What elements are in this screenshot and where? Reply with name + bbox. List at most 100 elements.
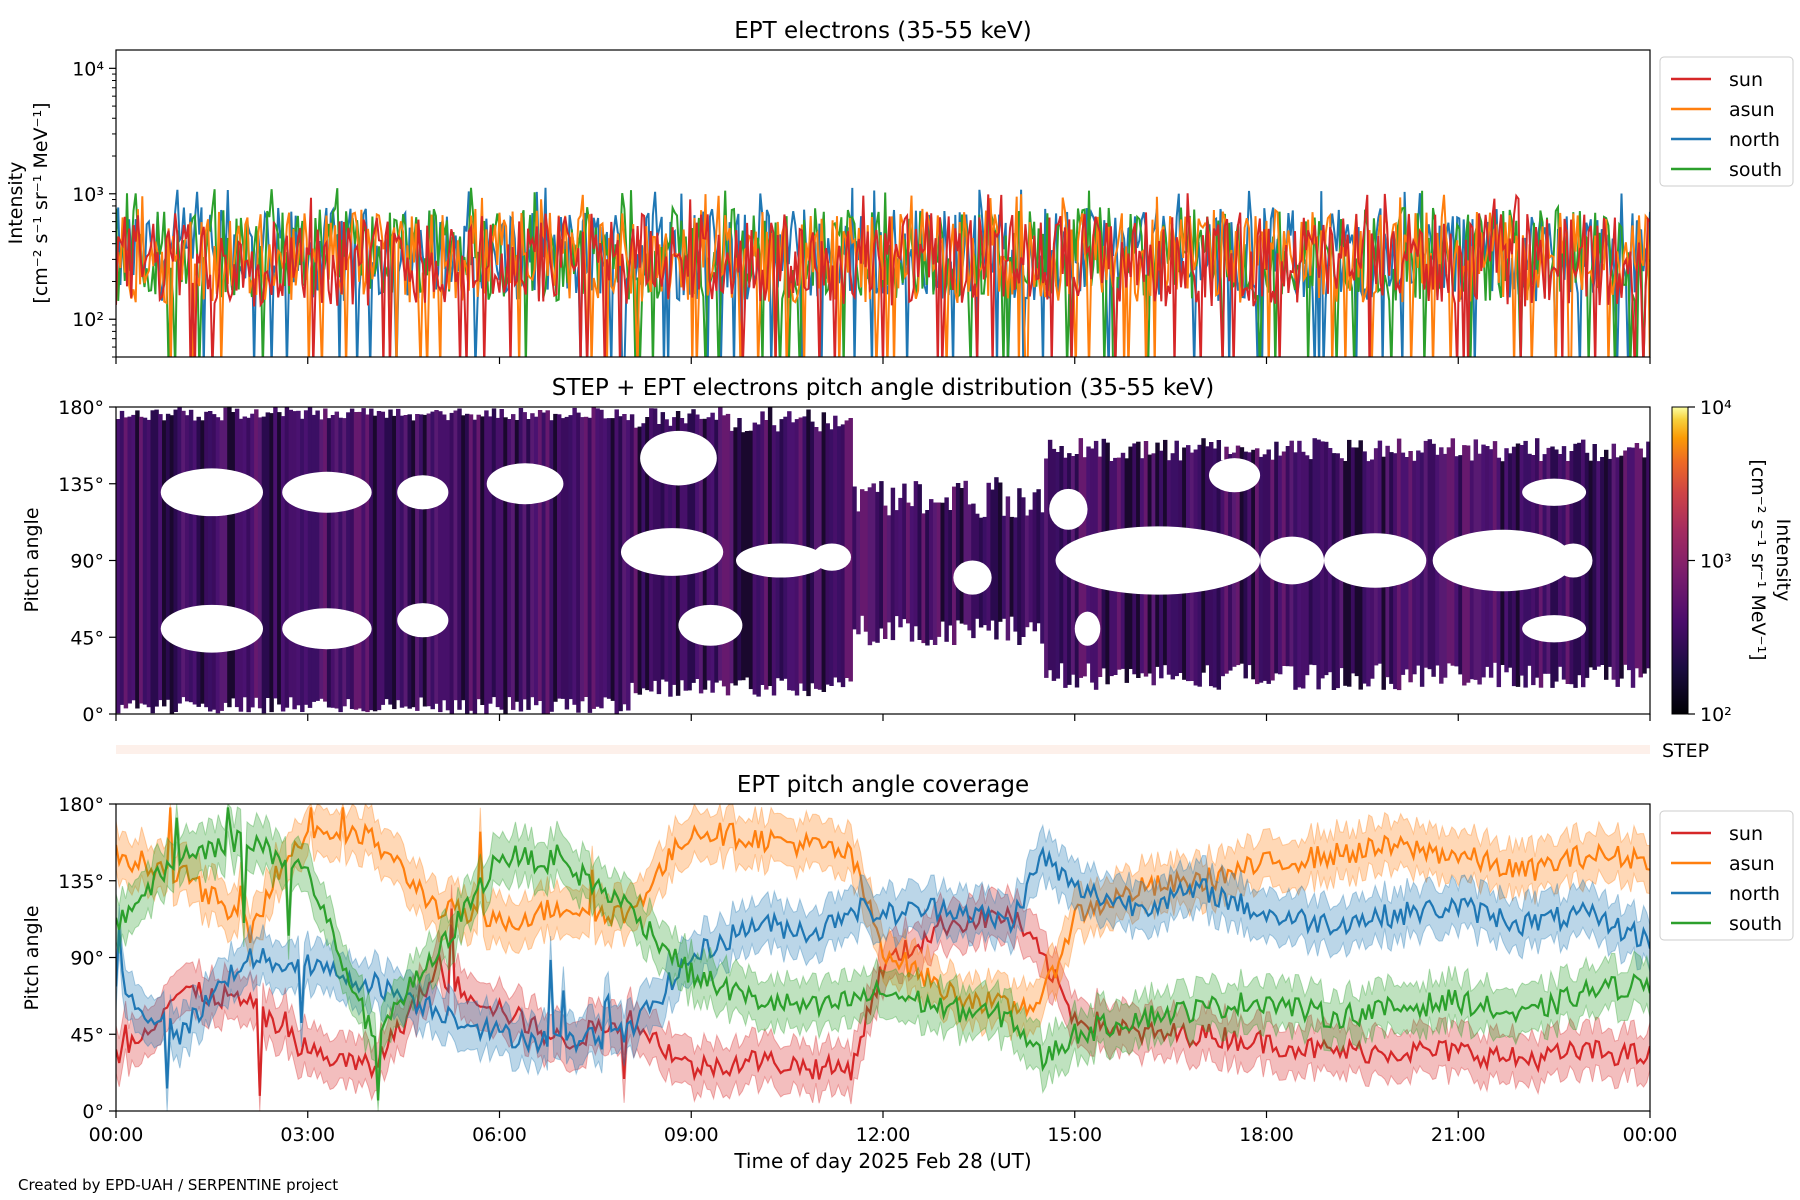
heatmap-column — [392, 415, 397, 710]
heatmap-column — [227, 407, 232, 708]
heatmap-gap — [678, 604, 743, 646]
step-label: STEP — [1662, 740, 1709, 762]
heatmap-column — [1051, 448, 1057, 681]
heatmap-column — [399, 415, 405, 708]
heatmap-column — [1040, 512, 1045, 644]
colorbar-ticks: 10² 10³ 10⁴ — [1688, 397, 1732, 726]
heatmap-column — [718, 407, 723, 681]
pitch-tick-label: 45° — [70, 627, 104, 649]
heatmap-column — [419, 414, 424, 698]
heatmap-column — [353, 412, 359, 710]
heatmap-column — [403, 415, 409, 707]
heatmap-column — [223, 407, 228, 703]
heatmap-column — [476, 414, 481, 700]
heatmap-column — [603, 418, 608, 698]
heatmap-column — [1600, 457, 1605, 665]
heatmap-column — [288, 409, 294, 698]
heatmap-column — [150, 410, 155, 714]
heatmap-column — [139, 416, 144, 704]
panel2-heatmap — [116, 407, 1650, 714]
heatmap-column — [407, 414, 412, 709]
heatmap-column — [315, 410, 320, 701]
heatmap-column — [1615, 457, 1620, 687]
heatmap-column — [606, 418, 612, 699]
heatmap-gap — [1074, 611, 1101, 646]
heatmap-column — [902, 483, 907, 620]
heatmap-column — [595, 408, 600, 707]
step-bar — [116, 745, 1650, 754]
heatmap-column — [733, 427, 738, 686]
heatmap-column — [154, 409, 159, 707]
heatmap-column — [1630, 447, 1636, 688]
heatmap-column — [307, 407, 313, 708]
heatmap-column — [330, 415, 336, 708]
heatmap-column — [461, 415, 466, 701]
heatmap-column — [921, 513, 926, 644]
legend-box — [1659, 810, 1794, 941]
heatmap-column — [576, 412, 581, 713]
panel3-band-sun — [116, 882, 1650, 1111]
heatmap-column — [890, 487, 896, 641]
panel3-band-south — [116, 804, 1650, 1111]
heatmap-column — [219, 420, 224, 711]
heatmap-column — [1611, 443, 1617, 680]
heatmap-column — [963, 480, 968, 625]
colorbar-label-line2: [cm⁻² s⁻¹ sr⁻¹ MeV⁻¹] — [1747, 459, 1769, 660]
panel1-ytick-label: 10³ — [72, 184, 104, 206]
heatmap-column — [1634, 443, 1640, 669]
heatmap-column — [200, 420, 205, 704]
heatmap-column — [587, 417, 593, 713]
heatmap-column — [856, 511, 861, 635]
heatmap-column — [346, 412, 351, 700]
heatmap-column — [380, 411, 386, 705]
heatmap-column — [848, 418, 853, 682]
heatmap-column — [503, 417, 508, 714]
heatmap-column — [522, 412, 527, 700]
heatmap-column — [998, 482, 1003, 622]
heatmap-column — [867, 487, 873, 646]
heatmap-gap — [1432, 529, 1574, 592]
heatmap-column — [234, 408, 240, 708]
heatmap-column — [1427, 439, 1433, 670]
heatmap-column — [860, 489, 865, 616]
heatmap-column — [1623, 450, 1628, 665]
heatmap-column — [495, 417, 501, 708]
heatmap-column — [929, 499, 934, 640]
heatmap-column — [384, 417, 389, 700]
heatmap-column — [557, 414, 562, 699]
heatmap-column — [188, 409, 194, 703]
heatmap-column — [514, 420, 520, 702]
pitch-tick-label: 180° — [58, 397, 104, 419]
heatmap-column — [1604, 449, 1609, 680]
panel3-xtick-label: 09:00 — [664, 1124, 719, 1146]
heatmap-gap — [1208, 458, 1261, 493]
heatmap-column — [177, 407, 182, 704]
legend-label-north: north — [1729, 883, 1780, 905]
legend-label-north: north — [1729, 129, 1780, 151]
heatmap-column — [311, 414, 317, 702]
panel1-x-ticks — [115, 357, 1651, 364]
heatmap-column — [292, 411, 297, 710]
panel1-ylabel-line2: [cm⁻² s⁻¹ sr⁻¹ MeV⁻¹] — [30, 102, 52, 303]
heatmap-gap — [160, 604, 264, 653]
heatmap-column — [925, 510, 930, 646]
panel3-series-south — [116, 807, 1650, 1101]
heatmap-gap — [486, 463, 564, 505]
heatmap-column — [553, 413, 558, 702]
heatmap-column — [583, 416, 589, 697]
heatmap-column — [361, 408, 366, 712]
heatmap-column — [1021, 497, 1026, 637]
heatmap-column — [169, 415, 175, 714]
pitch-tick-label: 90° — [70, 948, 104, 970]
heatmap-column — [626, 420, 631, 711]
heatmap-column — [465, 413, 470, 714]
legend-label-asun: asun — [1729, 99, 1775, 121]
heatmap-column — [886, 515, 892, 623]
heatmap-column — [127, 416, 132, 704]
heatmap-column — [994, 477, 999, 640]
heatmap-column — [369, 408, 374, 711]
heatmap-column — [296, 410, 301, 706]
heatmap-gap — [953, 560, 992, 595]
panel-pitch-coverage: EPT pitch angle coverage 0° 45° 90° 135° 180… — [21, 772, 1794, 1173]
